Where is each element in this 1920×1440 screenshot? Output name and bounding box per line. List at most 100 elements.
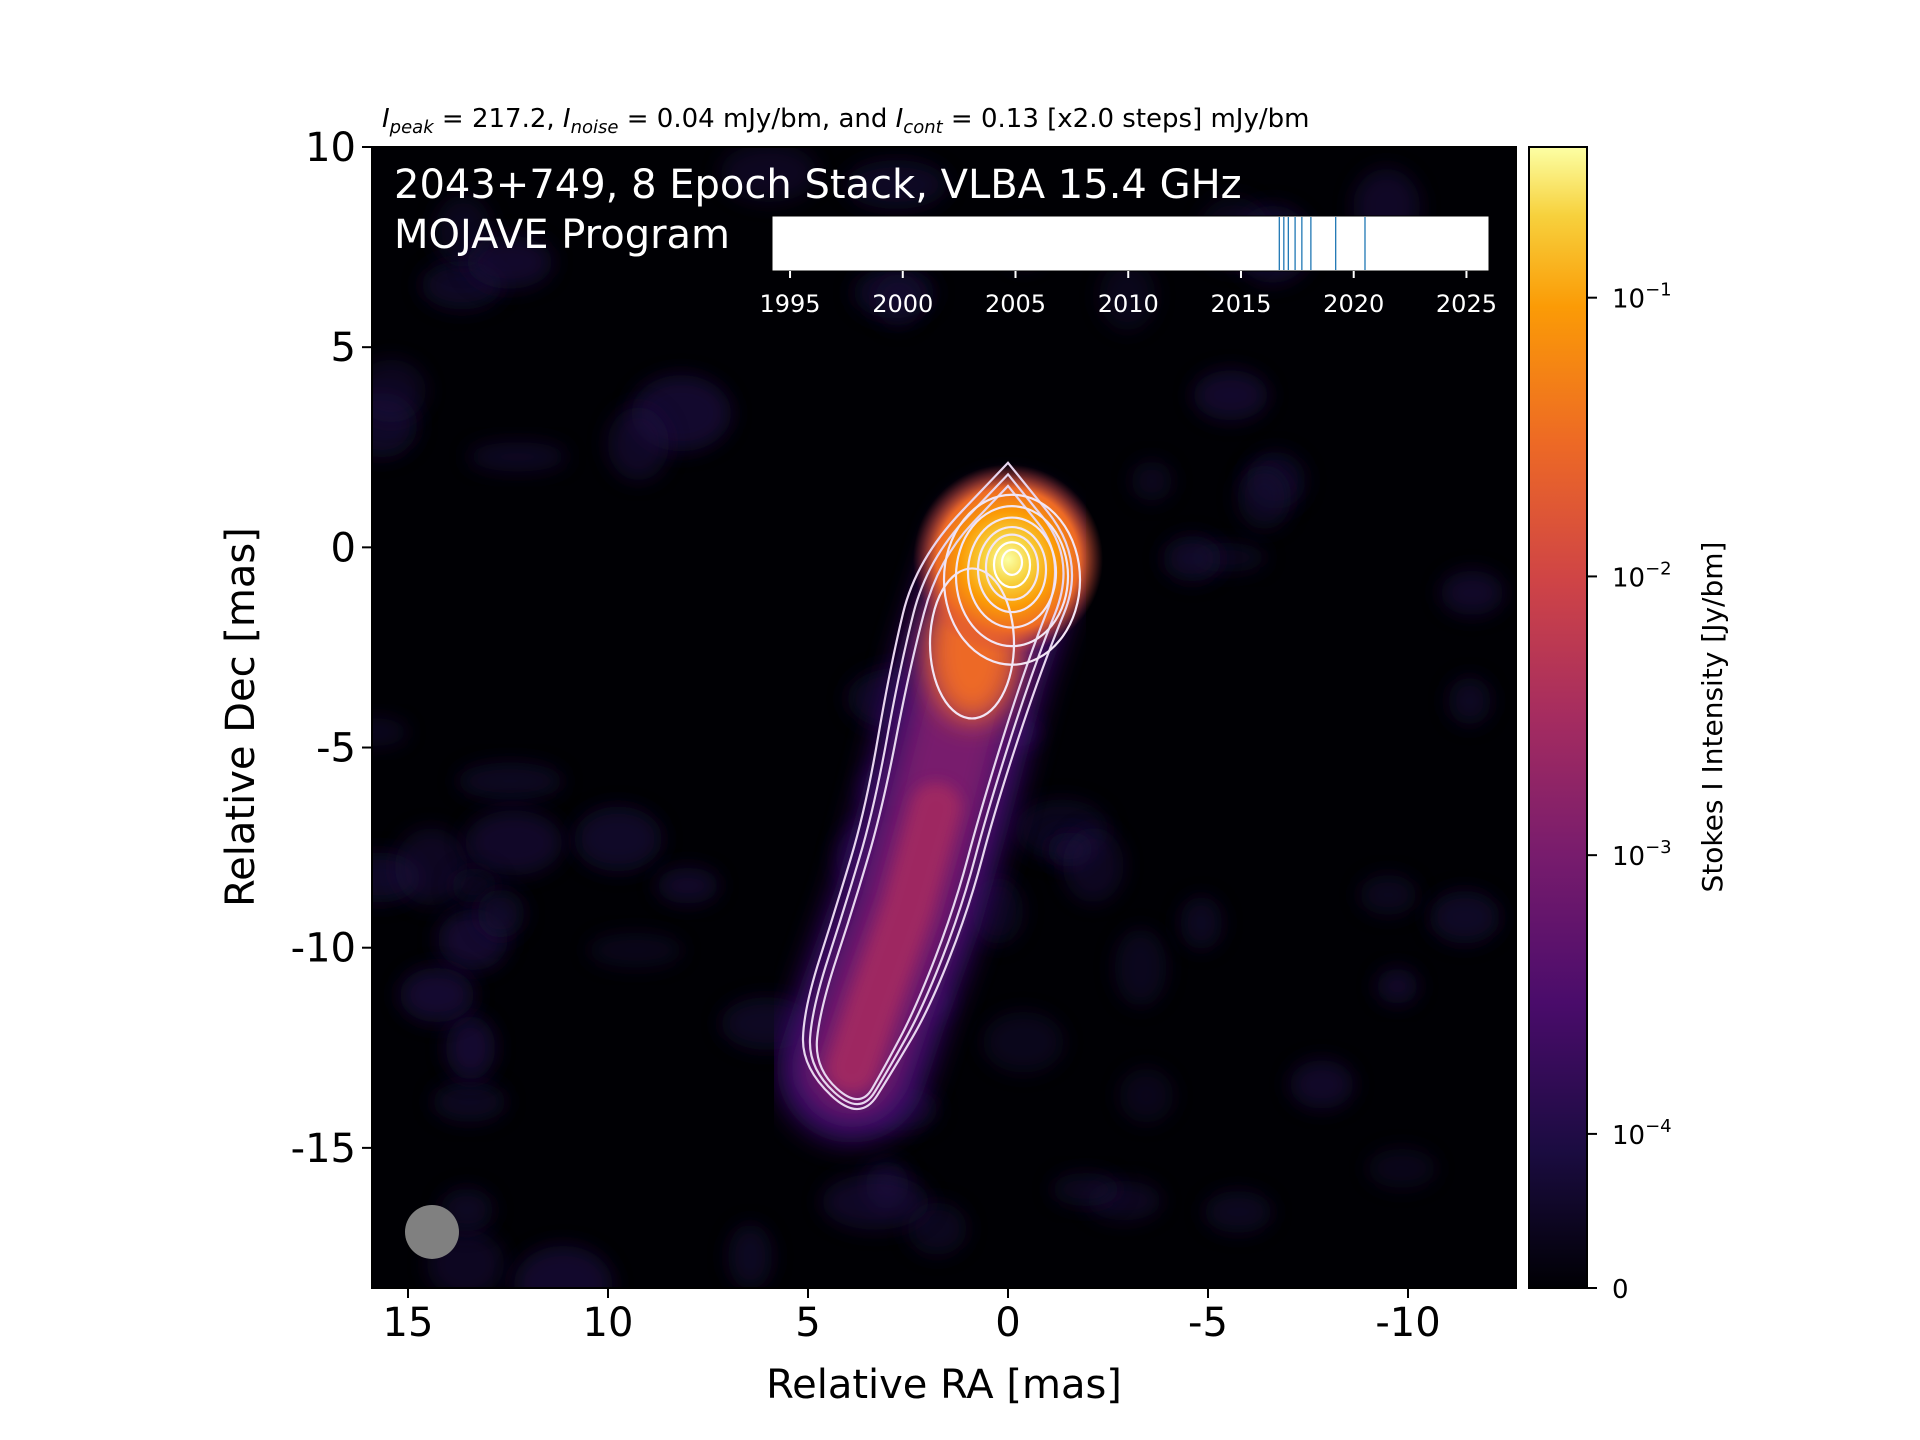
noise-blob — [467, 442, 568, 472]
noise-blob — [394, 828, 468, 906]
noise-blob — [1193, 370, 1269, 421]
title-i-noise-value: = 0.04 mJy/bm, and — [618, 104, 895, 134]
inset-tick-label: 2015 — [1210, 290, 1271, 318]
inset-tick-label: 1995 — [759, 290, 820, 318]
y-tick-label: 0 — [331, 525, 356, 571]
y-tick-label: -15 — [291, 1126, 356, 1172]
x-tick-label: 5 — [795, 1300, 820, 1346]
noise-blob — [821, 1174, 930, 1230]
title-i-cont-value: = 0.13 [x2.0 steps] mJy/bm — [943, 104, 1310, 134]
title-i-cont-sub: cont — [903, 117, 943, 138]
noise-blob — [982, 1011, 1064, 1073]
colorbar: 10−1 10−2 10−3 10−4 0 Stokes I Intensity [Jy… — [1528, 146, 1729, 1305]
noise-blob — [1204, 1190, 1273, 1234]
noise-blob — [1114, 928, 1167, 1007]
x-axis-label: Relative RA [mas] — [766, 1362, 1122, 1408]
x-tick-label: -10 — [1375, 1300, 1440, 1346]
core-emission — [913, 464, 1103, 655]
noise-blob — [1448, 677, 1491, 725]
colorbar-label: Stokes I Intensity [Jy/bm] — [1696, 542, 1729, 893]
title-i-peak-symbol: I — [382, 104, 390, 134]
contours — [801, 461, 1082, 1111]
noise-blob — [456, 762, 564, 800]
x-axis: 15 10 5 0 -5 -10 — [383, 1288, 1441, 1346]
title-i-noise-symbol: I — [563, 104, 571, 134]
inset-background — [771, 215, 1490, 272]
noise-blob — [1051, 1172, 1120, 1207]
y-tick-label: 5 — [331, 325, 356, 371]
x-tick-label: 15 — [383, 1300, 434, 1346]
inset-x-axis: 1995 2000 2005 2010 2015 2020 2025 — [759, 271, 1497, 318]
x-tick-label: 0 — [995, 1300, 1020, 1346]
noise-blob — [1376, 968, 1419, 1005]
noise-blob — [1367, 1148, 1437, 1188]
contour-line — [801, 461, 1074, 1111]
y-axis: 10 5 0 -5 -10 -15 — [291, 125, 372, 1172]
colorbar-gradient — [1529, 147, 1587, 1288]
noise-blob — [1440, 570, 1504, 616]
chart-title: Ipeak = 217.2, Inoise = 0.04 mJy/bm, and… — [382, 104, 1309, 138]
noise-blob — [477, 889, 525, 938]
title-i-peak-sub: peak — [389, 117, 436, 138]
program-annotation: MOJAVE Program — [394, 212, 730, 258]
noise-blob — [513, 1245, 613, 1288]
noise-blob — [1180, 896, 1223, 950]
contour-line — [815, 484, 1057, 1101]
noise-blob — [1359, 874, 1417, 916]
beam-ellipse — [405, 1204, 459, 1259]
noise-blob — [1237, 465, 1292, 530]
title-i-noise-sub: noise — [571, 117, 619, 138]
contour-line — [954, 505, 1070, 648]
inset-tick-label: 2025 — [1436, 290, 1497, 318]
colorbar-tick-label: 10−4 — [1612, 1116, 1672, 1151]
contour-line — [928, 567, 1016, 720]
x-tick-label: -5 — [1188, 1300, 1228, 1346]
colorbar-tick-label: 0 — [1612, 1275, 1629, 1305]
title-i-peak-value: = 217.2, — [434, 104, 563, 134]
noise-blob — [845, 160, 948, 209]
contour-line — [966, 516, 1058, 629]
noise-blob — [587, 932, 684, 968]
noise-blob — [372, 718, 409, 747]
noise-blob — [1131, 460, 1173, 502]
inset-tick-label: 2010 — [1098, 290, 1159, 318]
noise-blob — [445, 1015, 496, 1080]
noise-blob — [720, 147, 818, 203]
noise-blob — [1429, 890, 1501, 944]
colorbar-tick-label: 10−1 — [1612, 280, 1672, 315]
noise-blob — [432, 1081, 507, 1123]
y-tick-label: -10 — [291, 926, 356, 972]
inset-tick-label: 2000 — [872, 290, 933, 318]
colorbar-tick-label: 10−3 — [1612, 837, 1672, 872]
noise-blob — [656, 867, 720, 904]
jet-knot — [827, 782, 961, 1093]
noise-blob — [728, 1224, 773, 1288]
noise-blob — [1119, 1068, 1174, 1123]
contour-line — [1000, 548, 1024, 576]
contour-line — [992, 541, 1032, 589]
noise-blob — [464, 810, 563, 876]
epoch-timeline-inset: 1995 2000 2005 2010 2015 2020 2025 — [759, 215, 1497, 318]
noise-blob — [1062, 827, 1124, 903]
y-tick-label: -5 — [316, 726, 356, 772]
inset-epoch-lines — [1278, 217, 1366, 270]
plot-area: 2043+749, 8 Epoch Stack, VLBA 15.4 GHz M… — [371, 146, 1517, 1289]
colorbar-tick-label: 10−2 — [1612, 558, 1672, 593]
noise-blob — [466, 235, 553, 289]
noise-blob — [399, 967, 475, 1023]
inset-tick-label: 2005 — [985, 290, 1046, 318]
noise-blob — [1289, 1060, 1354, 1109]
y-tick-label: 10 — [305, 125, 356, 171]
contour-line — [984, 533, 1040, 601]
noise-blob — [1162, 535, 1222, 582]
title-i-cont-symbol: I — [896, 104, 904, 134]
noise-blob — [451, 868, 498, 904]
plot-frame — [371, 146, 1517, 1289]
noise-blob — [607, 407, 670, 481]
noise-blob — [1099, 261, 1156, 331]
colorbar-frame — [1528, 146, 1588, 1289]
noise-blob — [574, 806, 663, 872]
noise-blob — [372, 359, 427, 423]
y-axis-label: Relative Dec [mas] — [218, 527, 264, 907]
